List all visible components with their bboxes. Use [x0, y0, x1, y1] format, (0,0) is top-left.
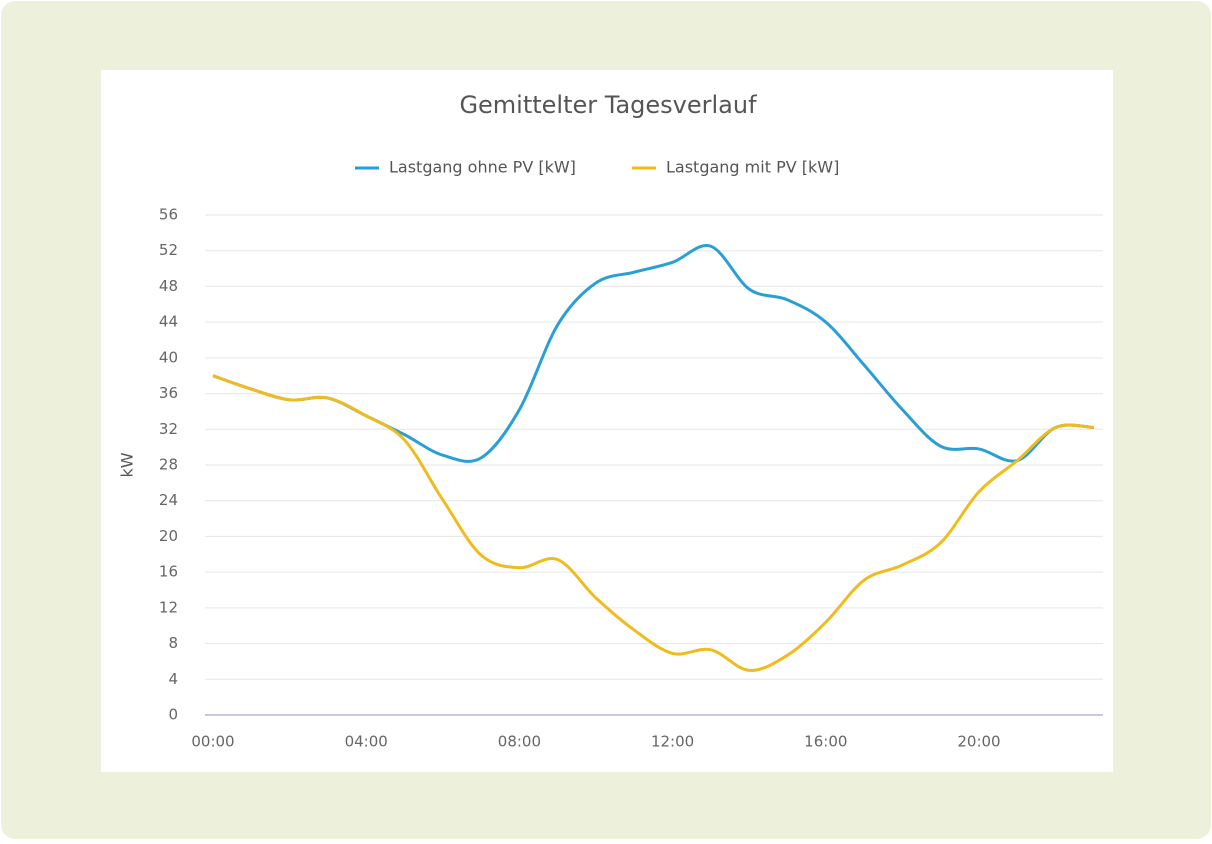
y-tick-label: 28 [159, 456, 178, 474]
chart-title: Gemittelter Tagesverlauf [459, 91, 757, 119]
y-tick-label: 40 [159, 348, 178, 366]
x-tick-label: 08:00 [498, 733, 541, 751]
y-tick-label: 44 [159, 313, 178, 331]
y-axis-label: kW [118, 452, 137, 477]
y-tick-label: 52 [159, 241, 178, 259]
legend-label: Lastgang mit PV [kW] [666, 158, 839, 177]
y-tick-label: 32 [159, 420, 178, 438]
x-tick-label: 16:00 [804, 733, 847, 751]
y-tick-label: 36 [159, 384, 178, 402]
card [101, 70, 1113, 772]
y-tick-label: 20 [159, 527, 178, 545]
x-tick-label: 00:00 [191, 733, 234, 751]
legend-label: Lastgang ohne PV [kW] [389, 158, 576, 177]
line-series [212, 374, 1094, 672]
x-tick-label: 04:00 [345, 733, 388, 751]
x-tick-label: 12:00 [651, 733, 694, 751]
y-tick-label: 24 [159, 491, 178, 509]
y-tick-label: 56 [159, 206, 178, 224]
x-tick-label: 20:00 [957, 733, 1000, 751]
y-tick-label: 4 [168, 670, 178, 688]
y-tick-label: 0 [168, 706, 178, 724]
y-tick-label: 12 [159, 598, 178, 616]
y-tick-label: 48 [159, 277, 178, 295]
y-tick-label: 16 [159, 563, 178, 581]
y-tick-label: 8 [168, 634, 178, 652]
